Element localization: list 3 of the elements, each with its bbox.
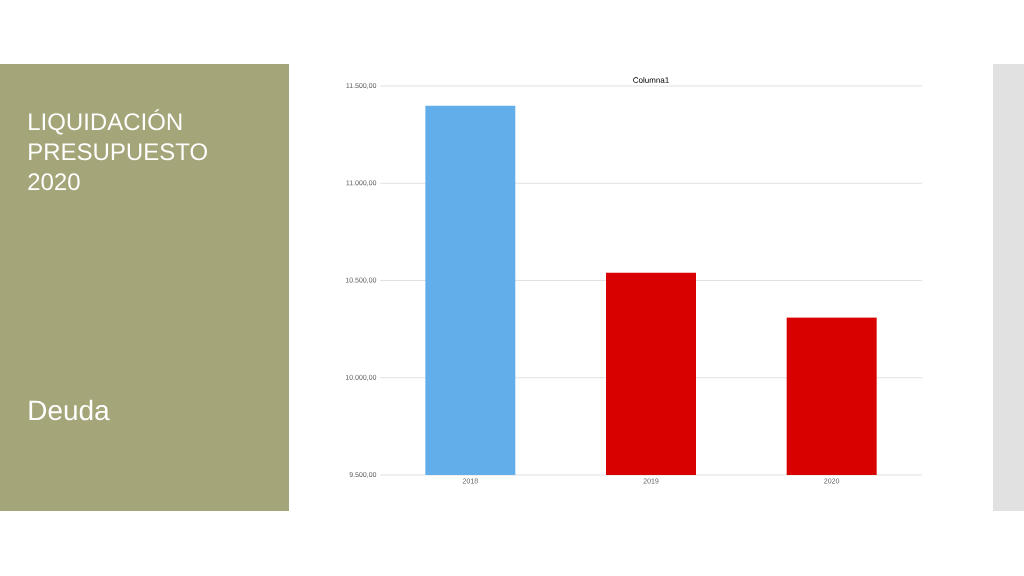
chart-title: Columna1 xyxy=(633,77,669,83)
text: Deuda xyxy=(29,399,110,421)
text: LIQUIDACIÓN PRESUPUESTO 2020 xyxy=(28,109,207,191)
